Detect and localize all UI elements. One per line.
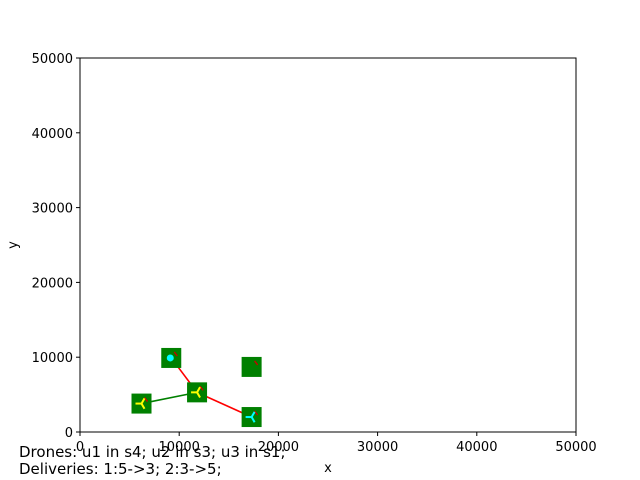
deliveries-status-line: Deliveries: 1:5->3; 2:3->5;: [19, 460, 222, 478]
y-tick-label: 20000: [32, 276, 73, 291]
station-flag-mark: [254, 360, 259, 366]
plot-area: [79, 57, 577, 433]
drone-arm: [140, 397, 146, 405]
drone-marker: [245, 411, 256, 423]
drone-marker: [191, 386, 201, 399]
x-tick-label: 50000: [555, 440, 596, 455]
drone-arm: [250, 411, 256, 418]
y-tick-label: 40000: [32, 127, 73, 142]
axes-frame: [79, 57, 577, 433]
x-axis-label: x: [324, 461, 332, 476]
x-tick-label: 40000: [456, 440, 497, 455]
station-flag-mark: [199, 385, 204, 391]
drone-arm: [196, 391, 201, 399]
x-tick-label: 0: [76, 440, 84, 455]
y-tick-label: 50000: [32, 52, 73, 67]
station-flag-mark: [173, 351, 178, 357]
station-marker: [241, 356, 262, 377]
station-flag-mark: [254, 410, 259, 416]
drone-arm: [250, 416, 256, 423]
drone-arm: [140, 403, 146, 410]
x-tick-label: 20000: [258, 440, 299, 455]
y-axis-label: y: [6, 241, 21, 249]
package-marker: [166, 354, 174, 362]
x-tick-label: 10000: [159, 440, 200, 455]
drone-arm: [196, 386, 201, 393]
drones-status-line: Drones: u1 in s4; u2 in s3; u3 in s1;: [19, 443, 286, 461]
y-tick-label: 0: [65, 426, 73, 441]
y-axis-ticks: 0 10000 20000 30000 40000 50000: [32, 52, 80, 441]
y-tick-label: 30000: [32, 202, 73, 217]
drone-marker: [135, 397, 146, 410]
y-tick-label: 10000: [32, 351, 73, 366]
station-flag-mark: [143, 397, 149, 402]
x-axis-ticks: 0 10000 20000 30000 40000 50000: [76, 432, 597, 455]
x-tick-label: 30000: [357, 440, 398, 455]
